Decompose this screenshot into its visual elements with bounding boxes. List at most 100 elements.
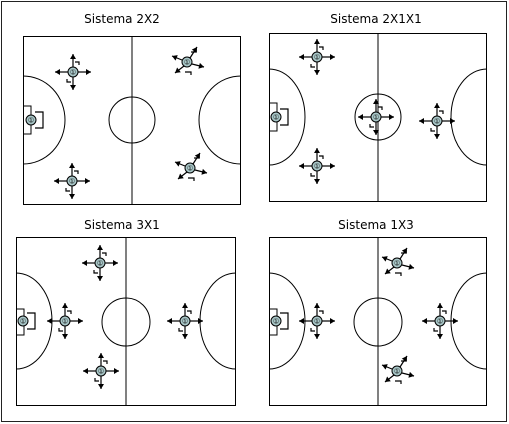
arrowhead	[175, 161, 181, 167]
arrowhead	[330, 54, 335, 60]
arrowhead	[408, 371, 414, 378]
arrowhead	[330, 318, 335, 324]
player-marker: ①	[381, 355, 415, 384]
player-number: ①	[182, 318, 188, 326]
player-number: ①	[273, 318, 279, 326]
bracket-mark	[187, 310, 192, 314]
arrowhead	[86, 69, 91, 75]
arrowhead	[450, 118, 455, 124]
bracket-mark	[369, 124, 374, 128]
player-circle	[311, 160, 323, 172]
arrowhead	[299, 163, 304, 169]
player-circle	[270, 111, 282, 123]
player-circle	[370, 111, 382, 123]
player-circle	[95, 365, 107, 377]
arrowhead	[98, 353, 104, 358]
arrowhead	[314, 39, 320, 44]
player-circle	[25, 114, 37, 126]
arrowhead	[373, 99, 379, 104]
player-circle	[184, 162, 196, 174]
player-marker: ①	[358, 99, 394, 135]
arrowhead	[201, 168, 207, 175]
arrowhead	[437, 334, 443, 339]
player-number: ①	[28, 117, 34, 125]
player-number: ①	[273, 114, 279, 122]
court-sistema-2x2	[22, 36, 242, 205]
bracket-mark	[65, 188, 70, 192]
arrowhead	[55, 69, 60, 75]
bracket-mark	[102, 252, 107, 256]
arrowhead	[191, 47, 197, 53]
arrowhead	[299, 54, 304, 60]
title-sistema-2x2: Sistema 2X2	[84, 12, 160, 26]
bracket-mark	[430, 128, 435, 132]
player-circle	[181, 56, 193, 68]
arrowhead	[98, 384, 104, 389]
player-number: ①	[314, 318, 320, 326]
player-marker: ①	[174, 152, 208, 181]
bracket-mark	[395, 272, 402, 276]
player-marker: ①	[167, 303, 203, 339]
title-sistema-1x3: Sistema 1X3	[338, 218, 414, 232]
arrowhead	[389, 114, 394, 120]
arrowhead	[70, 85, 76, 90]
arrowhead	[69, 163, 75, 168]
arrowhead	[314, 179, 320, 184]
arrowhead	[382, 364, 388, 370]
bracket-mark	[93, 270, 98, 274]
player-circle	[94, 257, 106, 269]
player-marker: ①	[381, 247, 415, 276]
arrowhead	[114, 368, 119, 374]
player-circle	[270, 315, 282, 327]
arrowhead	[437, 303, 443, 308]
bracket-mark	[378, 106, 383, 110]
arrowhead	[408, 263, 414, 270]
arrowhead	[434, 103, 440, 108]
player-marker: ①	[299, 39, 335, 75]
arrowhead	[172, 55, 178, 61]
bracket-mark	[395, 380, 402, 384]
bracket-mark	[66, 79, 71, 83]
player-marker: ①	[83, 353, 119, 389]
arrowhead	[69, 194, 75, 199]
goal-mark	[27, 312, 36, 330]
player-marker: ①	[54, 163, 90, 199]
arrowhead	[314, 70, 320, 75]
player-circle	[431, 115, 443, 127]
player-marker: ①	[25, 111, 44, 129]
player-marker: ①	[17, 312, 36, 330]
bracket-mark	[75, 61, 80, 65]
arrowhead	[175, 67, 181, 73]
arrowhead	[47, 318, 52, 324]
bracket-mark	[319, 46, 324, 50]
player-number: ①	[187, 165, 193, 173]
player-number: ①	[62, 318, 68, 326]
bracket-mark	[74, 170, 79, 174]
arrowhead	[198, 62, 204, 69]
bracket-mark	[442, 310, 447, 314]
player-circle	[391, 257, 403, 269]
arrowhead	[358, 114, 363, 120]
arrowhead	[422, 318, 427, 324]
player-number: ①	[437, 318, 443, 326]
player-circle	[67, 66, 79, 78]
arrowhead	[167, 318, 172, 324]
arrowhead	[85, 178, 90, 184]
arrowhead	[182, 334, 188, 339]
arrowhead	[97, 245, 103, 250]
goal-mark	[280, 312, 289, 330]
player-marker: ①	[55, 54, 91, 90]
arrowhead	[314, 148, 320, 153]
arrowhead	[62, 303, 68, 308]
arrowhead	[62, 334, 68, 339]
player-circle	[434, 315, 446, 327]
player-marker: ①	[270, 108, 289, 126]
bracket-mark	[188, 177, 195, 181]
player-number: ①	[394, 260, 400, 268]
player-circle	[391, 365, 403, 377]
bracket-mark	[103, 360, 108, 364]
bracket-mark	[310, 64, 315, 68]
bracket-mark	[178, 328, 183, 332]
